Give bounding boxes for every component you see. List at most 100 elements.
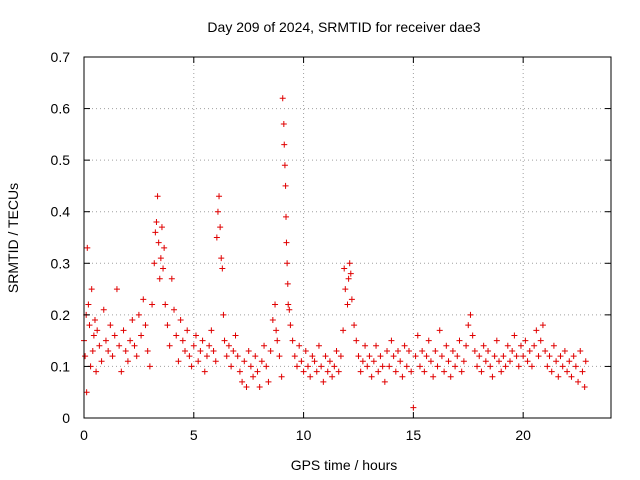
data-point — [436, 327, 443, 334]
data-point — [234, 353, 241, 360]
data-point — [284, 280, 291, 287]
data-point — [489, 373, 496, 380]
data-point — [399, 373, 406, 380]
data-point — [491, 353, 498, 360]
data-point — [548, 368, 555, 375]
data-point — [272, 301, 279, 308]
data-point — [539, 322, 546, 329]
data-point — [345, 275, 352, 282]
x-tick-label: 15 — [406, 427, 422, 443]
data-point — [318, 363, 325, 370]
data-point — [452, 363, 459, 370]
data-point — [447, 373, 454, 380]
data-point — [156, 275, 163, 282]
data-point — [566, 358, 573, 365]
data-point — [333, 347, 340, 354]
data-point — [427, 358, 434, 365]
data-point — [353, 337, 360, 344]
data-point — [283, 239, 290, 246]
data-point — [256, 384, 263, 391]
data-point — [388, 337, 395, 344]
data-point — [131, 342, 138, 349]
data-point — [138, 332, 145, 339]
data-point — [289, 337, 296, 344]
data-point — [300, 368, 307, 375]
data-point — [537, 337, 544, 344]
data-point — [278, 373, 285, 380]
data-point — [408, 368, 415, 375]
data-point — [214, 208, 221, 215]
data-point — [581, 384, 588, 391]
data-point — [340, 327, 347, 334]
data-point — [315, 342, 322, 349]
data-point — [261, 342, 268, 349]
data-point — [425, 337, 432, 344]
data-point — [445, 358, 452, 365]
data-point — [557, 353, 564, 360]
data-point — [265, 378, 272, 385]
data-point — [478, 368, 485, 375]
data-point — [465, 322, 472, 329]
data-point — [116, 342, 123, 349]
data-point — [559, 363, 566, 370]
data-point — [96, 342, 103, 349]
x-axis-label: GPS time / hours — [291, 457, 398, 473]
data-point — [434, 363, 441, 370]
data-point — [309, 353, 316, 360]
data-point — [504, 342, 511, 349]
data-point — [421, 368, 428, 375]
data-point — [357, 368, 364, 375]
data-point — [416, 363, 423, 370]
data-point — [311, 358, 318, 365]
data-point — [307, 373, 314, 380]
x-tick-label: 0 — [80, 427, 88, 443]
data-point — [284, 260, 291, 267]
data-point — [269, 317, 276, 324]
data-point — [82, 353, 89, 360]
data-point — [351, 322, 358, 329]
data-point — [208, 327, 215, 334]
data-point — [192, 332, 199, 339]
data-point — [228, 363, 235, 370]
data-point — [182, 347, 189, 354]
data-point — [195, 358, 202, 365]
data-point — [337, 353, 344, 360]
data-point — [498, 368, 505, 375]
y-tick-label: 0 — [62, 410, 70, 426]
data-point — [283, 213, 290, 220]
data-point — [531, 342, 538, 349]
data-point — [216, 193, 223, 200]
data-point — [127, 337, 134, 344]
data-point — [347, 270, 354, 277]
data-point — [171, 306, 178, 313]
data-point — [441, 368, 448, 375]
data-point — [100, 306, 107, 313]
y-tick-label: 0.3 — [51, 255, 71, 271]
data-point — [517, 342, 524, 349]
data-point — [129, 317, 136, 324]
data-point — [281, 141, 288, 148]
data-point — [432, 347, 439, 354]
data-point — [564, 368, 571, 375]
data-point — [550, 342, 557, 349]
data-point — [298, 358, 305, 365]
data-point — [274, 337, 281, 344]
data-point — [485, 347, 492, 354]
data-point — [496, 358, 503, 365]
data-point — [458, 368, 465, 375]
data-point — [158, 224, 165, 231]
data-point — [533, 327, 540, 334]
data-point — [90, 332, 97, 339]
data-point — [542, 347, 549, 354]
data-point — [245, 347, 252, 354]
data-point — [373, 342, 380, 349]
data-point — [344, 301, 351, 308]
data-point — [161, 244, 168, 251]
data-point — [160, 265, 167, 272]
data-point — [331, 363, 338, 370]
data-point — [93, 368, 100, 375]
data-point — [377, 353, 384, 360]
data-point — [140, 296, 147, 303]
data-point — [493, 337, 500, 344]
data-point — [341, 265, 348, 272]
